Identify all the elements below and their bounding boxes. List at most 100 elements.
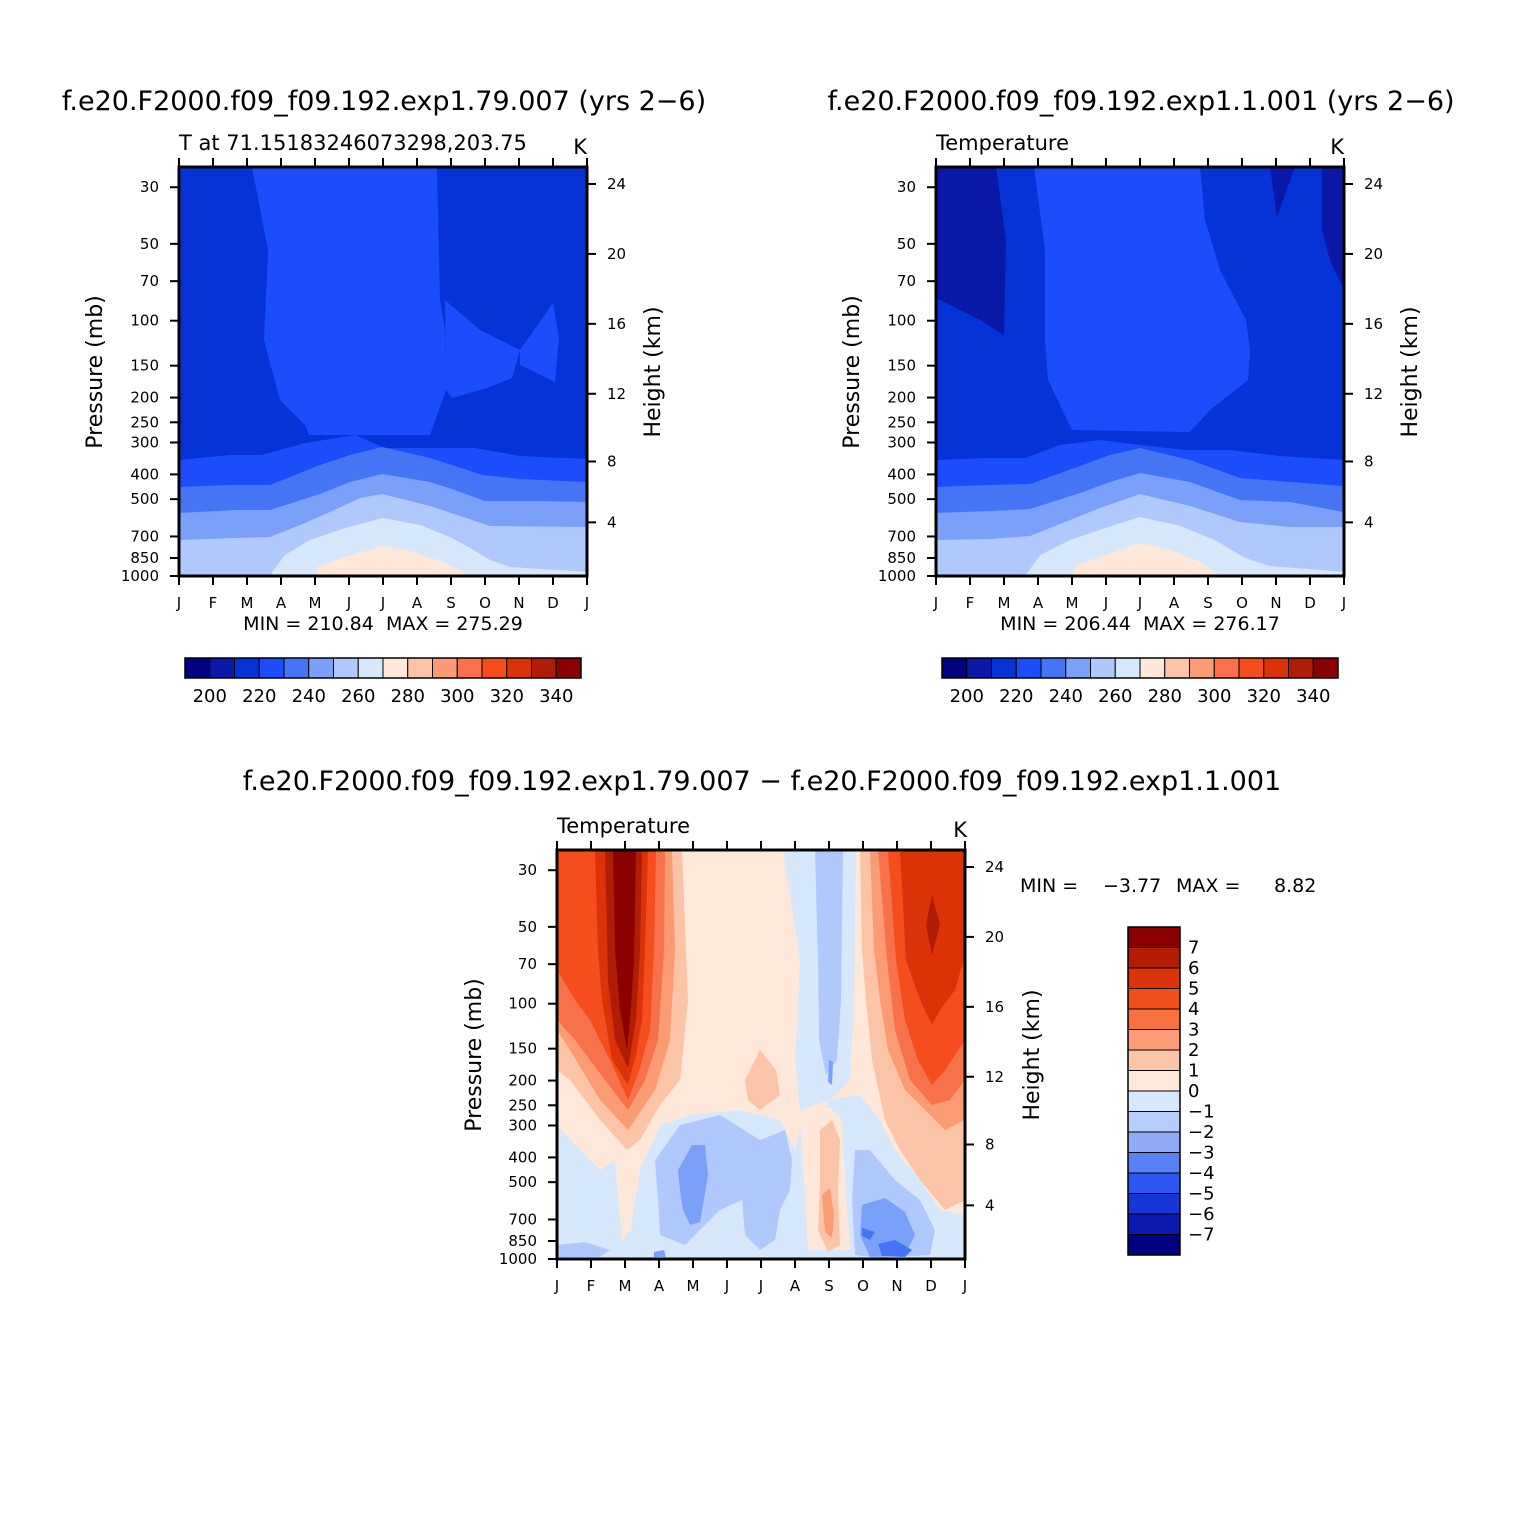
- x-tick-label: A: [1169, 594, 1180, 612]
- y-tick-label: 200: [887, 389, 916, 407]
- colorbar-label: −6: [1188, 1204, 1215, 1225]
- panel-3-min-value: −3.77: [1103, 875, 1161, 897]
- y-tick-label: 400: [130, 465, 159, 483]
- y-tick-label: 100: [130, 312, 159, 330]
- contour-fill: [745, 1050, 780, 1110]
- y-tick-label: 300: [508, 1117, 537, 1135]
- colorbar-label: 5: [1188, 979, 1199, 1000]
- colorbar-box: [357, 657, 384, 679]
- colorbar-frame: [184, 657, 582, 679]
- colorbar-box: [308, 657, 334, 679]
- contour-fill: [926, 895, 940, 955]
- height-tick-label: 20: [1364, 245, 1383, 263]
- contour-fill: [862, 1228, 875, 1240]
- panel-1-minmax: MIN = 210.84 MAX = 275.29: [243, 613, 523, 635]
- colorbar-box: [1263, 657, 1289, 679]
- colorbar-label: 2: [1188, 1040, 1199, 1061]
- colorbar-label: 300: [440, 686, 474, 707]
- panel-2-units: K: [1330, 135, 1345, 159]
- panel-3-ylabel-right: Height (km): [1020, 989, 1045, 1120]
- height-tick-label: 24: [607, 175, 626, 193]
- colorbar-label: 340: [539, 686, 573, 707]
- colorbar-label: −7: [1188, 1225, 1215, 1246]
- contour-fill: [654, 1250, 666, 1257]
- colorbar-label: −5: [1188, 1184, 1215, 1205]
- panel-3-contours: [557, 850, 965, 1259]
- x-tick-label: M: [1066, 594, 1079, 612]
- height-tick-label: 20: [985, 928, 1004, 946]
- x-tick-label: A: [790, 1277, 801, 1295]
- colorbar-box: [234, 657, 260, 679]
- x-tick-label: J: [724, 1277, 729, 1295]
- y-tick-label: 150: [887, 357, 916, 375]
- height-tick-label: 12: [607, 385, 626, 403]
- x-tick-label: O: [1236, 594, 1248, 612]
- colorbar-box: [1090, 657, 1116, 679]
- y-tick-label: 100: [887, 312, 916, 330]
- colorbar-box: [1015, 657, 1042, 679]
- x-tick-label: J: [1137, 594, 1142, 612]
- contour-fill: [613, 850, 636, 1050]
- x-tick-label: D: [547, 594, 559, 612]
- height-tick-label: 24: [1364, 175, 1383, 193]
- x-tick-label: F: [587, 1277, 596, 1295]
- x-tick-label: F: [209, 594, 218, 612]
- y-tick-label: 250: [508, 1096, 537, 1114]
- contour-fill: [936, 167, 1006, 335]
- colorbar-box: [1127, 1172, 1181, 1194]
- y-tick-label: 30: [897, 178, 916, 196]
- colorbar-box: [1127, 1090, 1181, 1112]
- height-tick-label: 24: [985, 858, 1004, 876]
- colorbar-box: [481, 657, 508, 679]
- y-tick-label: 70: [897, 272, 916, 290]
- contour-fill: [1322, 167, 1344, 290]
- contour-fill: [252, 167, 446, 435]
- colorbar-box: [555, 657, 582, 679]
- colorbar-label: −2: [1188, 1122, 1215, 1143]
- colorbar-label: 320: [490, 686, 524, 707]
- colorbar-label: −1: [1188, 1102, 1215, 1123]
- y-tick-label: 500: [887, 490, 916, 508]
- y-tick-label: 850: [887, 549, 916, 567]
- colorbar-box: [1127, 1152, 1181, 1174]
- panel-3-max-label: MAX =: [1176, 875, 1240, 897]
- colorbar-box: [1127, 988, 1181, 1010]
- panel-1-left-label: T at 71.15183246073298,203.75: [178, 131, 527, 155]
- panel-2-left-label: Temperature: [935, 131, 1069, 155]
- y-tick-label: 200: [130, 389, 159, 407]
- x-tick-label: J: [758, 1277, 763, 1295]
- x-tick-label: M: [241, 594, 254, 612]
- y-tick-label: 700: [130, 527, 159, 545]
- colorbar-label: 320: [1247, 686, 1281, 707]
- y-tick-label: 700: [887, 527, 916, 545]
- x-tick-label: J: [176, 594, 181, 612]
- panel-3-title: f.e20.F2000.f09_f09.192.exp1.79.007 − f.…: [243, 766, 1281, 797]
- colorbar-box: [1127, 1131, 1181, 1153]
- panel-2-contours: [936, 167, 1344, 576]
- colorbar-box: [1213, 657, 1240, 679]
- x-tick-label: M: [998, 594, 1011, 612]
- y-tick-label: 500: [508, 1173, 537, 1191]
- colorbar-label: 1: [1188, 1061, 1199, 1082]
- panel-1: f.e20.F2000.f09_f09.192.exp1.79.007 (yrs…: [62, 86, 706, 707]
- colorbar-box: [1288, 657, 1314, 679]
- height-tick-label: 4: [985, 1196, 995, 1214]
- height-tick-label: 16: [607, 315, 626, 333]
- colorbar-box: [1238, 657, 1265, 679]
- x-tick-label: N: [513, 594, 524, 612]
- colorbar-box: [1139, 657, 1166, 679]
- colorbar-label: 280: [1148, 686, 1182, 707]
- y-tick-label: 150: [508, 1040, 537, 1058]
- colorbar-box: [456, 657, 483, 679]
- panel-3-left-label: Temperature: [556, 814, 690, 838]
- contour-fill: [860, 1198, 915, 1257]
- colorbar-label: 260: [1098, 686, 1132, 707]
- x-tick-label: J: [1103, 594, 1108, 612]
- y-tick-label: 300: [130, 434, 159, 452]
- colorbar-box: [1127, 1029, 1181, 1051]
- colorbar-box: [258, 657, 285, 679]
- colorbar-box: [333, 657, 359, 679]
- colorbar-label: 0: [1188, 1081, 1199, 1102]
- y-tick-label: 250: [130, 413, 159, 431]
- panel-1-ylabel: Pressure (mb): [83, 295, 108, 449]
